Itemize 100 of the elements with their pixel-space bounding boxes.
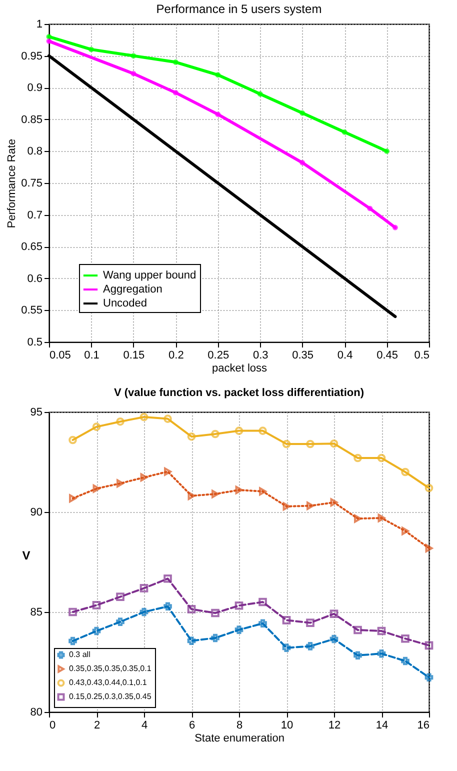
point [211,608,220,618]
chart-title: Performance in 5 users system [156,2,322,16]
point [258,598,267,606]
point [378,514,386,522]
point [330,439,338,448]
point [354,626,362,634]
point [401,656,410,666]
y-tick-label: 0.95 [21,50,42,62]
point [69,494,76,503]
point [259,487,266,496]
point [172,59,178,65]
point [235,486,243,494]
point [187,636,196,645]
x-tick-label: 0.1 [84,350,100,362]
point [130,70,136,76]
point [164,414,172,423]
x-tick-label: 16 [417,720,430,732]
point [215,72,221,78]
point [330,610,338,618]
x-tick-label: 0.35 [292,350,314,362]
point [377,626,386,636]
point [330,498,338,507]
legend-label: 0.3 all [69,650,91,659]
chart-title: V (value function vs. packet loss differentiation) [114,387,364,399]
point [212,490,219,498]
point [140,608,148,616]
point [258,426,267,435]
y-tick-label: 0.55 [21,304,42,317]
point [234,626,244,634]
x-tick-label: 0.05 [50,350,71,362]
point [425,544,433,552]
legend-label: 0.43,0.43,0.44,0.1,0.1 [69,678,148,687]
point [68,608,77,616]
y-tick-label: 0.75 [21,178,42,190]
point [354,514,362,523]
point [234,601,244,610]
point [402,526,409,536]
legend-label: Uncoded [103,298,148,310]
y-tick-label: 0.65 [21,241,42,254]
y-tick-label: 0.8 [27,146,42,158]
point [116,479,124,488]
x-tick-label: 10 [280,720,294,732]
legend-label: 0.15,0.25,0.3,0.35,0.45 [69,692,152,701]
point [164,602,172,611]
point [401,468,410,476]
y-tick-label: 85 [30,606,42,618]
x-tick-label: 6 [188,720,196,732]
point [92,484,100,493]
x-tick-label: 8 [236,720,243,732]
point [300,160,306,166]
point [187,432,196,441]
point [140,584,148,592]
point [377,454,386,462]
y-tick-label: 95 [30,406,42,418]
point [140,412,148,422]
legend-label: 0.35,0.35,0.35,0.35,0.1 [69,664,152,673]
y-tick-label: 0.7 [27,209,42,222]
y-tick-label: 1 [36,18,42,30]
point [215,112,221,118]
point [282,616,291,624]
y-tick-label: 0.6 [27,272,42,285]
point [116,417,124,426]
x-tick-label: 4 [141,720,148,732]
x-tick-label: 0.25 [208,350,230,362]
point [211,430,220,438]
point [211,634,220,642]
point [130,53,136,59]
point [377,649,386,658]
point [306,440,314,448]
x-tick-label: 0.4 [337,350,353,362]
legend-label: Aggregation [103,284,162,296]
point [116,592,124,601]
point [424,673,434,682]
y-tick-label: 0.5 [27,336,42,348]
point [92,601,101,610]
x-tick-label: 0.3 [252,350,268,362]
x-tick-label: 12 [328,720,341,732]
y-tick-label: 0.9 [27,82,42,94]
point [282,644,291,652]
x-tick-label: 0.2 [168,350,184,362]
point [300,110,306,116]
point [424,641,434,650]
point [68,636,77,646]
point [234,426,244,435]
point [188,492,196,500]
point [187,605,196,614]
point [342,129,348,135]
point [258,619,267,628]
x-axis-title: State enumeration [194,732,284,744]
point [401,634,410,643]
y-tick-label: 80 [30,706,42,718]
point [306,502,314,510]
point [282,440,291,448]
point [164,467,172,476]
point [88,46,94,52]
point [116,618,124,626]
point [257,91,263,97]
x-tick-label: 0.5 [414,350,430,362]
x-tick-label: 0.15 [123,350,145,362]
x-tick-label: 14 [376,720,388,732]
